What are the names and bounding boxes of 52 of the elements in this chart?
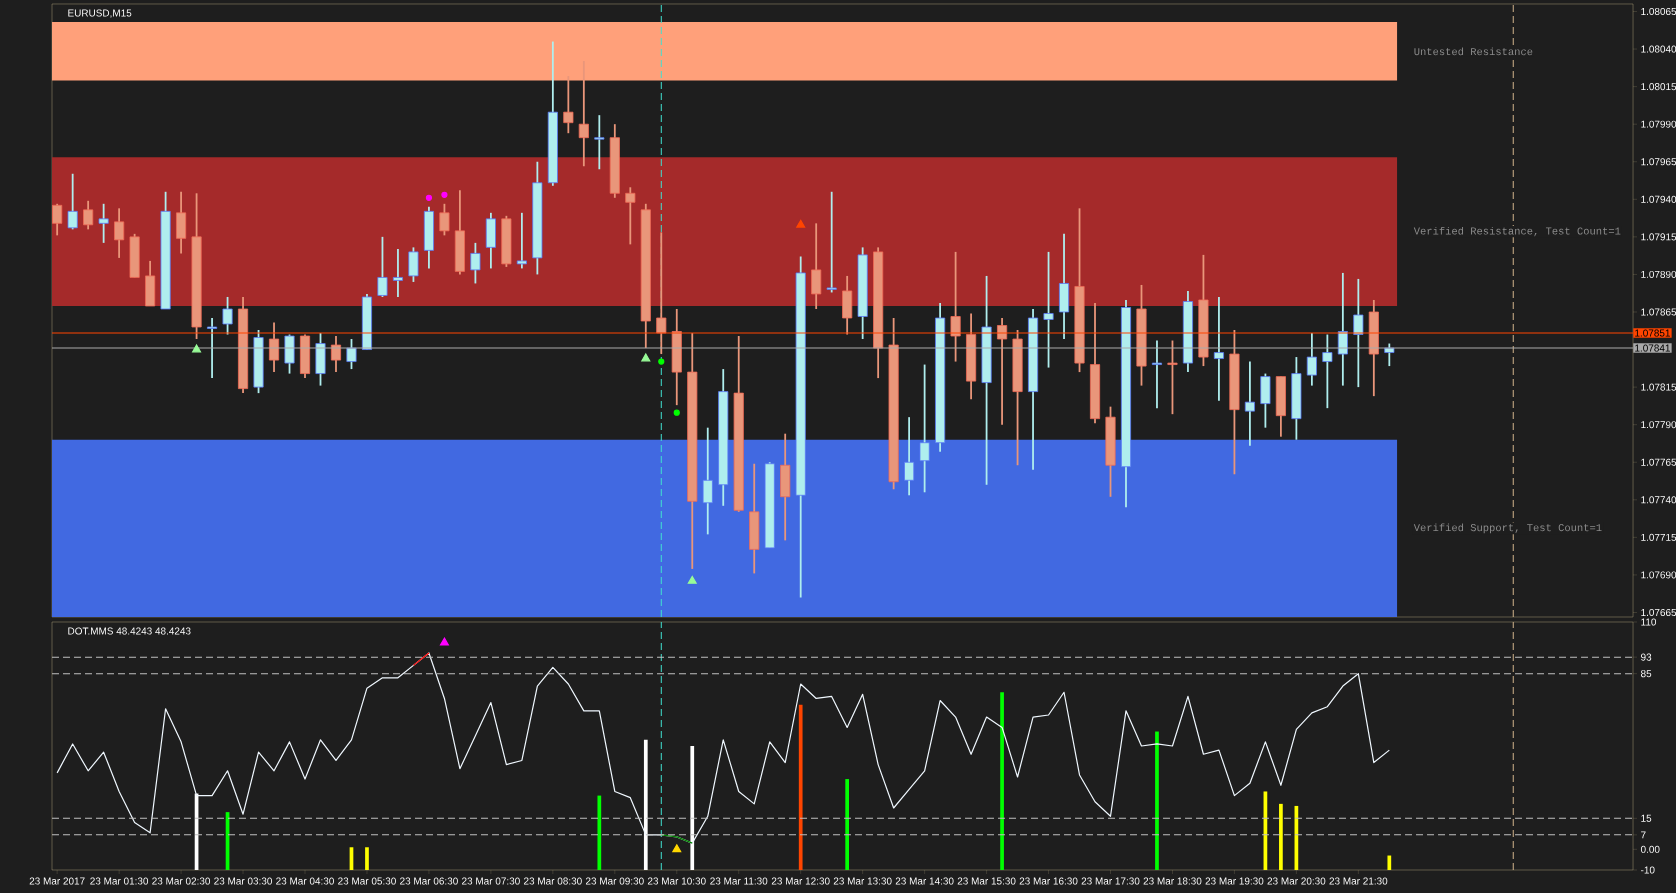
x-tick-label: 23 Mar 19:30	[1205, 877, 1264, 885]
x-tick-label: 23 Mar 20:30	[1267, 877, 1326, 885]
y-tick-label: 1.07990	[1641, 120, 1676, 128]
x-tick-label: 23 Mar 05:30	[338, 877, 396, 885]
x-tick-label: 23 Mar 17:30	[1081, 877, 1140, 885]
x-tick-label: 23 Mar 14:30	[895, 877, 954, 885]
x-tick-label: 23 Mar 16:30	[1019, 877, 1078, 885]
x-tick-label: 23 Mar 13:30	[833, 877, 892, 885]
band-label: Verified Support, Test Count=1	[1413, 523, 1602, 534]
x-tick-label: 23 Mar 10:30	[647, 877, 706, 885]
y-tick-label: 1.07765	[1641, 458, 1676, 466]
y-tick-label: 7	[1641, 831, 1646, 839]
y-tick-label: 1.08065	[1641, 7, 1676, 16]
x-tick-label: 23 Mar 2017	[29, 877, 85, 885]
y-tick-label: 15	[1641, 814, 1652, 822]
y-tick-label: 1.07715	[1641, 533, 1676, 541]
y-tick-label: 1.07815	[1641, 383, 1676, 391]
y-tick-label: 1.08040	[1641, 45, 1676, 53]
y-tick-label: 93	[1641, 653, 1652, 661]
y-tick-label: 1.07740	[1641, 496, 1676, 504]
y-tick-label: 1.07790	[1641, 421, 1676, 429]
x-tick-label: 23 Mar 01:30	[90, 877, 149, 885]
x-tick-label: 23 Mar 07:30	[462, 877, 520, 885]
y-tick-label: 1.07890	[1641, 270, 1676, 278]
ref-line-label: 1.07841	[1635, 344, 1670, 352]
y-tick-label: 0.00	[1640, 845, 1660, 853]
x-tick-label: 23 Mar 11:30	[710, 877, 768, 885]
x-tick-label: 23 Mar 18:30	[1143, 877, 1202, 885]
chart-title: EURUSD,M15	[68, 9, 132, 18]
band-label: Untested Resistance	[1414, 47, 1533, 56]
band-label: Verified Resistance, Test Count=1	[1413, 226, 1621, 237]
y-tick-label: 1.07965	[1641, 158, 1676, 166]
x-tick-label: 23 Mar 21:30	[1329, 877, 1388, 885]
y-tick-label: -10	[1641, 866, 1655, 874]
y-tick-label: 1.07865	[1641, 308, 1676, 316]
y-tick-label: 1.08015	[1641, 83, 1676, 91]
y-tick-label: 1.07915	[1641, 233, 1676, 241]
y-tick-label: 85	[1641, 670, 1652, 678]
x-tick-label: 23 Mar 06:30	[400, 877, 458, 885]
x-tick-label: 23 Mar 03:30	[214, 877, 272, 885]
x-tick-label: 23 Mar 12:30	[771, 877, 830, 885]
y-tick-label: 1.07940	[1641, 195, 1676, 203]
x-tick-label: 23 Mar 04:30	[276, 877, 334, 885]
x-tick-label: 23 Mar 15:30	[957, 877, 1016, 885]
y-tick-label: 1.07665	[1641, 608, 1676, 617]
x-tick-label: 23 Mar 02:30	[152, 877, 211, 885]
y-tick-label: 1.07690	[1641, 571, 1676, 579]
x-tick-label: 23 Mar 08:30	[524, 877, 582, 885]
ref-line-label: 1.07851	[1635, 329, 1670, 337]
y-tick-label: 110	[1641, 618, 1657, 626]
chart-title: DOT.MMS 48.4243 48.4243	[68, 627, 191, 635]
x-tick-label: 23 Mar 09:30	[585, 877, 644, 885]
